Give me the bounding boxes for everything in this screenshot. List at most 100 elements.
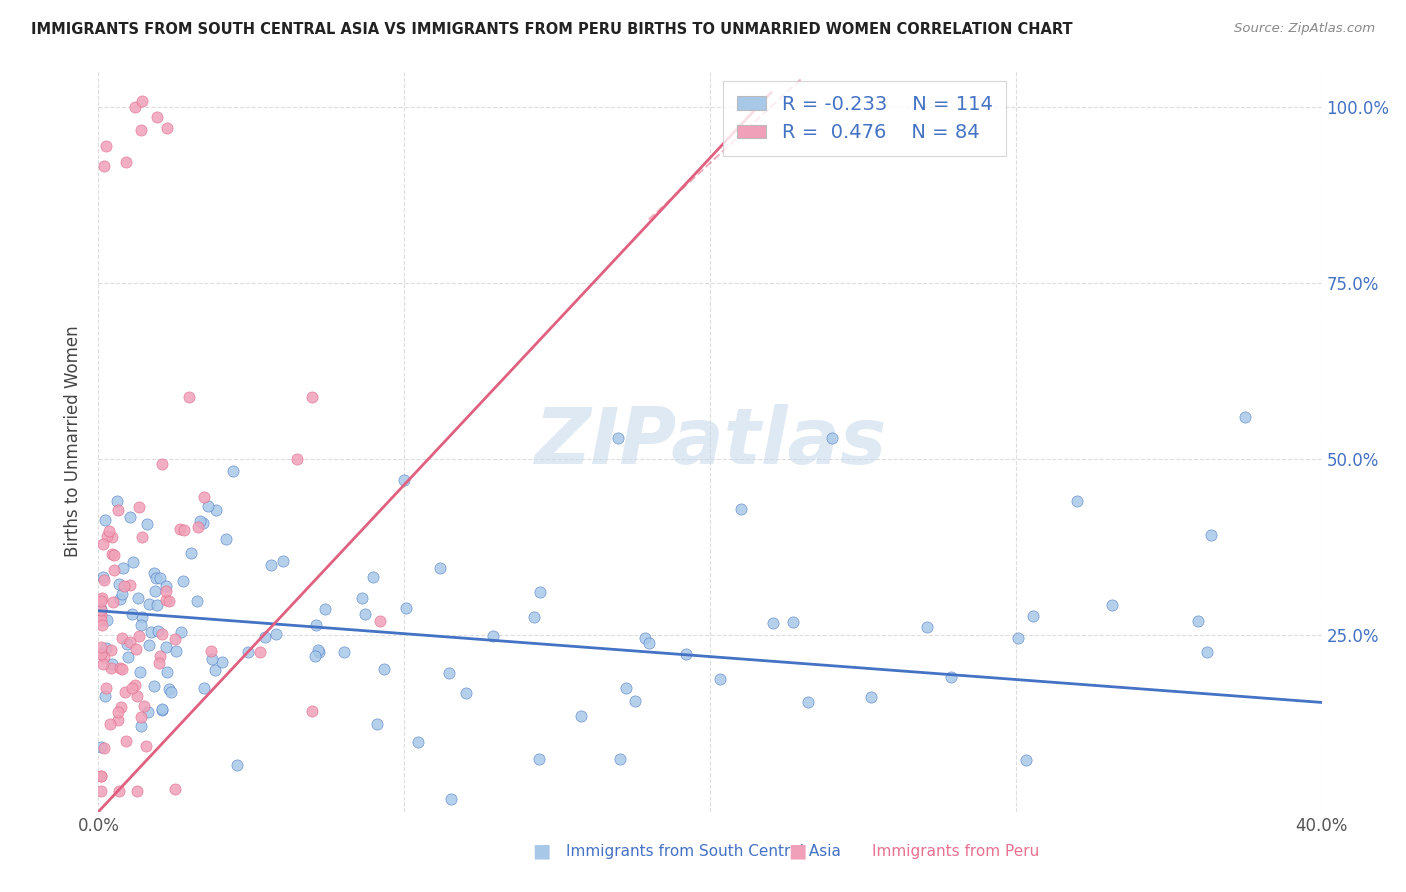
Point bbox=[155, 593, 177, 607]
Point bbox=[118, 510, 141, 524]
Point bbox=[392, 473, 416, 487]
Point bbox=[90, 769, 112, 783]
Point bbox=[333, 645, 356, 659]
Point bbox=[98, 524, 121, 539]
Point bbox=[634, 632, 657, 646]
Point bbox=[145, 571, 167, 585]
Point bbox=[121, 607, 143, 622]
Point bbox=[90, 594, 112, 608]
Point bbox=[609, 752, 631, 766]
Point bbox=[90, 783, 112, 797]
Point bbox=[110, 699, 132, 714]
Point bbox=[93, 160, 115, 174]
Point bbox=[709, 672, 731, 686]
Point bbox=[103, 564, 125, 578]
Point bbox=[193, 490, 215, 504]
Point bbox=[124, 100, 146, 114]
Point bbox=[796, 695, 818, 709]
Point bbox=[155, 583, 177, 598]
Point bbox=[149, 571, 172, 585]
Point bbox=[201, 652, 224, 666]
Point bbox=[352, 591, 374, 606]
Point bbox=[1199, 528, 1222, 542]
Point bbox=[146, 599, 169, 613]
Point bbox=[103, 548, 125, 562]
Point bbox=[249, 645, 271, 659]
Point bbox=[821, 431, 844, 445]
Point bbox=[1187, 614, 1209, 628]
Point bbox=[91, 657, 114, 671]
Point bbox=[226, 758, 249, 772]
Point bbox=[169, 522, 191, 536]
Point bbox=[264, 627, 287, 641]
Point bbox=[859, 690, 882, 705]
Point bbox=[91, 617, 114, 632]
Point bbox=[454, 686, 477, 700]
Point bbox=[108, 661, 131, 675]
Point bbox=[215, 532, 238, 546]
Text: ZIPatlas: ZIPatlas bbox=[534, 403, 886, 480]
Point bbox=[90, 739, 112, 754]
Point bbox=[101, 530, 124, 544]
Point bbox=[129, 719, 152, 733]
Point bbox=[157, 681, 180, 696]
Point bbox=[204, 663, 226, 677]
Point bbox=[624, 694, 647, 708]
Point bbox=[197, 499, 219, 513]
Point bbox=[170, 625, 193, 640]
Point bbox=[285, 452, 308, 467]
Point bbox=[307, 643, 329, 657]
Point bbox=[160, 684, 183, 698]
Point bbox=[236, 644, 259, 658]
Point bbox=[114, 155, 136, 169]
Point bbox=[90, 591, 112, 606]
Point bbox=[1015, 753, 1038, 767]
Point bbox=[128, 500, 150, 515]
Point bbox=[128, 629, 150, 643]
Point bbox=[111, 662, 134, 676]
Point bbox=[94, 139, 117, 153]
Point bbox=[93, 570, 115, 584]
Point bbox=[1234, 409, 1257, 424]
Point bbox=[122, 556, 145, 570]
Point bbox=[172, 574, 194, 588]
Point bbox=[93, 650, 115, 665]
Point bbox=[150, 457, 173, 471]
Point bbox=[1101, 598, 1123, 612]
Point bbox=[304, 649, 326, 664]
Point bbox=[118, 634, 141, 648]
Point bbox=[90, 613, 112, 627]
Point bbox=[177, 390, 200, 404]
Point bbox=[395, 601, 418, 615]
Point bbox=[368, 614, 391, 628]
Point bbox=[118, 578, 141, 592]
Point bbox=[131, 123, 153, 137]
Point bbox=[90, 769, 112, 783]
Point bbox=[138, 638, 160, 652]
Point bbox=[188, 514, 211, 528]
Point bbox=[110, 592, 132, 607]
Point bbox=[100, 716, 122, 731]
Point bbox=[675, 647, 697, 661]
Point bbox=[125, 642, 148, 657]
Point bbox=[94, 689, 117, 703]
Point bbox=[155, 665, 177, 679]
Point bbox=[148, 656, 170, 670]
Point bbox=[111, 561, 134, 575]
Point bbox=[939, 670, 962, 684]
Point bbox=[200, 643, 222, 657]
Point bbox=[222, 464, 245, 478]
Point bbox=[112, 579, 135, 593]
Point bbox=[146, 624, 169, 638]
Point bbox=[782, 615, 804, 629]
Point bbox=[730, 501, 752, 516]
Point bbox=[107, 502, 129, 516]
Point bbox=[114, 685, 136, 699]
Point bbox=[111, 587, 134, 601]
Point bbox=[254, 630, 277, 644]
Point bbox=[131, 609, 153, 624]
Point bbox=[180, 546, 202, 560]
Point bbox=[142, 566, 165, 581]
Point bbox=[129, 709, 152, 723]
Text: Source: ZipAtlas.com: Source: ZipAtlas.com bbox=[1234, 22, 1375, 36]
